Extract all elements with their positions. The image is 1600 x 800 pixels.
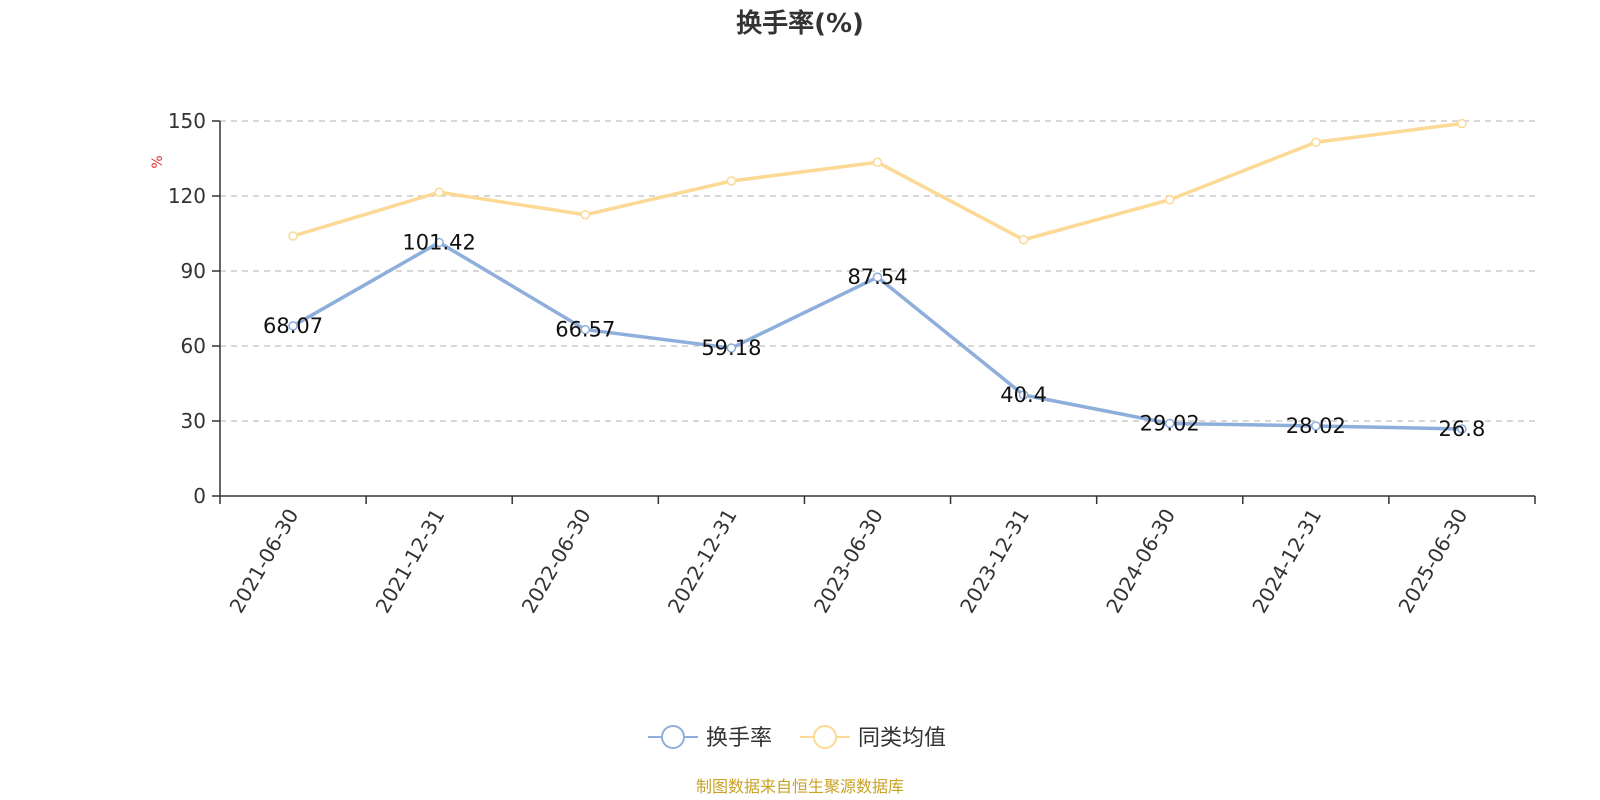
legend-item-turnover[interactable]: 换手率 (648, 725, 772, 751)
y-tick-label: 120 (168, 184, 206, 208)
legend-marker-icon (813, 725, 837, 749)
x-tick-label: 2024-12-31 (1247, 505, 1326, 618)
x-tick-label: 2025-06-30 (1393, 505, 1472, 618)
legend-label: 同类均值 (858, 726, 946, 751)
data-point (872, 157, 883, 167)
data-point (1164, 195, 1175, 205)
x-tick-label: 2022-06-30 (517, 505, 596, 618)
data-point (434, 187, 444, 197)
data-label: 68.07 (263, 314, 323, 338)
legend-label: 换手率 (706, 726, 772, 751)
x-tick-label: 2023-06-30 (809, 505, 888, 618)
series-peer-average (288, 118, 1467, 245)
data-label: 59.18 (701, 336, 761, 360)
series-turnover (288, 237, 1467, 434)
x-tick-label: 2021-12-31 (371, 504, 450, 617)
y-tick-label: 60 (181, 334, 206, 358)
data-point (288, 231, 298, 241)
y-tick-label: 150 (168, 109, 206, 133)
y-axis-unit-label: % (150, 155, 166, 168)
data-point (580, 210, 591, 220)
x-tick-label: 2021-06-30 (224, 505, 303, 618)
axes (219, 121, 1535, 497)
data-labels: 68.07 101.42 66.57 59.18 87.54 40.4 29.02 28.02… (263, 230, 1485, 441)
legend-marker-icon (661, 725, 685, 749)
data-label: 66.57 (555, 318, 615, 342)
data-point (1457, 118, 1467, 129)
y-axis-ticks: 0 30 60 90 120 150 (168, 109, 220, 508)
data-label: 29.02 (1140, 411, 1200, 435)
data-point (726, 176, 737, 186)
data-label: 40.4 (1000, 383, 1047, 407)
data-point (1164, 418, 1175, 429)
y-tick-label: 30 (181, 409, 206, 433)
data-point (726, 343, 737, 353)
chart-title: 换手率(%) (736, 8, 864, 39)
x-axis-ticks: 2021-06-30 2021-12-31 2022-06-30 2022-12-31… (219, 496, 1536, 618)
data-point (434, 237, 444, 248)
x-tick-label: 2022-12-31 (663, 505, 742, 618)
data-label: 28.02 (1286, 414, 1346, 438)
source-note: 制图数据来自恒生聚源数据库 (696, 777, 904, 796)
data-label: 87.54 (847, 265, 907, 289)
data-point (1311, 421, 1321, 431)
legend-item-peer-average[interactable]: 同类均值 (800, 725, 946, 751)
data-point (580, 324, 591, 335)
y-tick-label: 0 (193, 484, 206, 508)
data-label: 26.8 (1439, 417, 1486, 441)
data-label: 101.42 (402, 230, 475, 254)
legend: 换手率 同类均值 (648, 725, 946, 751)
data-point (1457, 424, 1467, 434)
data-point (1018, 235, 1029, 245)
x-tick-label: 2023-12-31 (955, 505, 1034, 618)
x-tick-label: 2024-06-30 (1101, 505, 1180, 618)
data-point (1311, 137, 1321, 147)
data-point (1018, 390, 1029, 400)
y-tick-label: 90 (181, 259, 206, 283)
data-point (872, 272, 883, 282)
data-point (288, 321, 298, 331)
series-line (292, 121, 1463, 242)
series-group (288, 118, 1467, 434)
